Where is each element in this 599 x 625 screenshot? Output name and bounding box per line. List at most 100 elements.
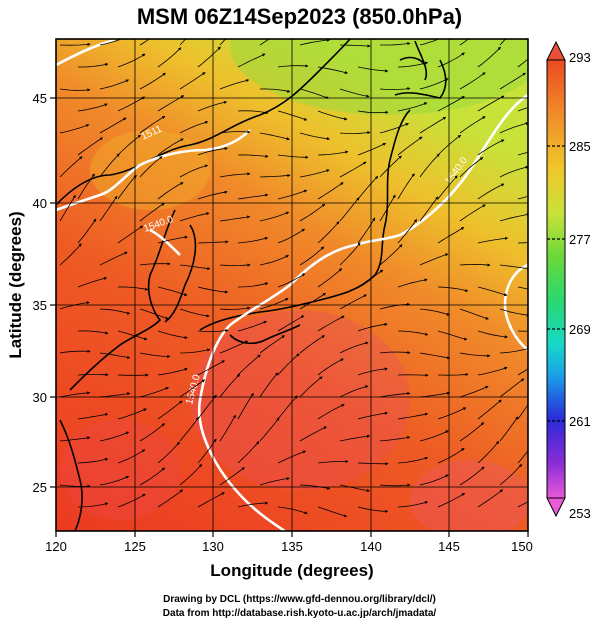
wind-streamline xyxy=(397,412,429,420)
colorbar-tick-label: 285 xyxy=(569,139,591,154)
wind-streamline xyxy=(459,204,486,222)
wind-streamline xyxy=(437,175,458,200)
wind-streamline xyxy=(219,373,241,398)
wind-streamline xyxy=(459,263,491,267)
wind-streamline xyxy=(59,194,76,222)
colorbar-tick-label: 269 xyxy=(569,322,591,337)
wind-streamline xyxy=(397,61,429,68)
wind-streamline xyxy=(179,379,206,398)
wind-streamline xyxy=(219,215,251,222)
wind-streamline xyxy=(339,434,371,442)
y-tick-label: 40 xyxy=(33,196,47,211)
wind-streamline xyxy=(259,372,279,398)
wind-streamline xyxy=(339,294,367,310)
wind-streamline xyxy=(299,246,325,266)
y-tick-labels: 25 30 35 40 45 xyxy=(33,91,47,495)
wind-streamline xyxy=(99,39,123,46)
wind-streamline xyxy=(357,142,387,156)
wind-streamline xyxy=(397,456,429,464)
wind-streamline xyxy=(77,276,108,288)
colorbar-tick-label: 293 xyxy=(569,50,591,65)
wind-streamline xyxy=(117,134,142,156)
wind-streamline xyxy=(437,330,468,341)
wind-streamline xyxy=(499,165,528,178)
wind-streamline xyxy=(99,475,130,486)
wind-streamline xyxy=(237,53,266,68)
wind-streamline xyxy=(259,335,286,354)
wind-streamline xyxy=(299,203,326,222)
wind-streamline xyxy=(139,72,166,90)
wind-streamline xyxy=(139,39,150,46)
wind-streamline xyxy=(259,477,290,486)
wind-streamline xyxy=(397,278,428,288)
wind-streamline xyxy=(59,88,91,92)
wind-streamline xyxy=(157,235,188,244)
wind-streamline xyxy=(219,467,245,486)
x-tick-label: 150 xyxy=(511,539,533,554)
wind-streamline xyxy=(459,466,485,486)
wind-streamline xyxy=(397,102,428,112)
wind-streamline xyxy=(339,88,370,98)
wind-streamline xyxy=(117,493,146,508)
wind-streamline xyxy=(477,366,508,376)
wind-streamline xyxy=(517,151,528,156)
wind-streamline xyxy=(357,506,389,513)
wind-streamline xyxy=(357,175,379,200)
wind-streamline xyxy=(117,53,146,68)
chart-title: MSM 06Z14Sep2023 (850.0hPa) xyxy=(136,4,463,29)
wind-streamline xyxy=(139,202,165,222)
wind-streamline xyxy=(477,286,508,297)
wind-streamline xyxy=(477,236,509,244)
wind-streamline xyxy=(397,330,429,336)
wind-streamline xyxy=(299,335,325,354)
x-tick-labels: 120 125 130 135 140 145 150 xyxy=(45,539,533,554)
wind-streamline xyxy=(259,173,291,178)
wind-streamline xyxy=(219,414,236,442)
wind-streamline xyxy=(379,122,409,134)
wind-streamline xyxy=(139,386,169,398)
wind-streamline xyxy=(299,376,323,398)
wind-streamline xyxy=(317,110,348,121)
wind-streamline xyxy=(139,423,166,442)
wind-streamline xyxy=(357,110,389,114)
footer-data-line: Data from http://database.rish.kyoto-u.a… xyxy=(162,608,437,619)
wind-streamline xyxy=(419,78,449,90)
wind-streamline xyxy=(299,39,331,46)
wind-streamline xyxy=(499,39,506,46)
wind-streamline xyxy=(277,506,308,515)
wind-streamline xyxy=(499,72,526,90)
wind-streamline xyxy=(139,115,166,134)
wind-streamline xyxy=(339,242,361,266)
wind-streamline xyxy=(437,372,469,377)
wind-streamline xyxy=(59,42,91,46)
wind-streamline xyxy=(59,391,91,398)
wind-streamline xyxy=(437,96,465,112)
wind-streamline xyxy=(357,367,388,376)
wind-streamline xyxy=(397,173,415,200)
wind-streamline xyxy=(357,217,376,244)
wind-streamline xyxy=(77,457,109,464)
x-tick-label: 125 xyxy=(124,539,146,554)
wind-streamline xyxy=(78,62,109,68)
x-tick-label: 135 xyxy=(281,539,303,554)
colorbar-tick-label: 253 xyxy=(569,506,591,521)
wind-streamline xyxy=(339,131,371,135)
wind-streamline xyxy=(117,449,146,464)
wind-streamline xyxy=(139,467,166,486)
wind-streamline xyxy=(117,408,147,420)
wind-streamline xyxy=(379,350,411,355)
wind-streamline xyxy=(317,459,349,464)
wind-streamline xyxy=(219,79,250,90)
wind-streamline xyxy=(277,189,308,200)
colorbar xyxy=(546,40,566,518)
wind-streamlines xyxy=(59,39,528,518)
wind-streamline xyxy=(357,66,389,73)
wind-streamline xyxy=(339,484,371,493)
wind-streamline xyxy=(197,147,228,156)
wind-streamline xyxy=(259,39,270,46)
wind-streamline xyxy=(99,153,120,178)
wind-streamline xyxy=(499,463,523,486)
wind-streamline xyxy=(477,440,500,464)
wind-streamline xyxy=(197,190,228,200)
